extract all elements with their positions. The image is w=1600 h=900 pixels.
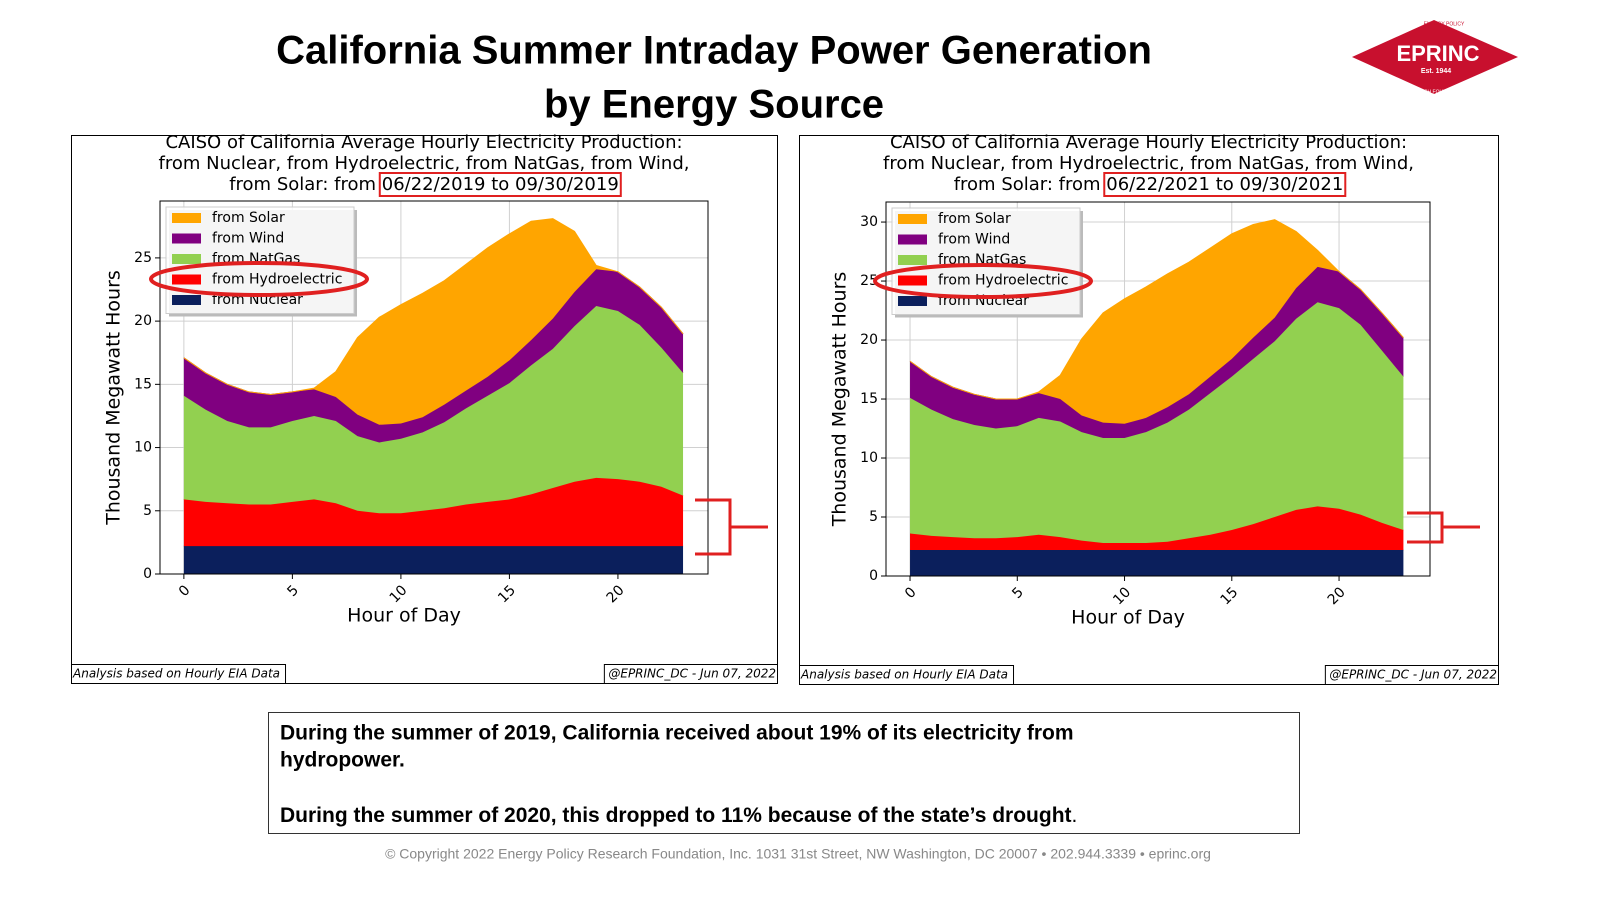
chart-title: from Solar: from xyxy=(229,174,382,195)
x-axis-label: Hour of Day xyxy=(347,605,461,627)
slide-title: by Energy Source xyxy=(544,83,884,127)
legend-label: from Hydroelectric xyxy=(938,273,1068,289)
area-fill xyxy=(910,550,1404,576)
y-tick-label: 0 xyxy=(143,566,152,582)
legend-label: from Wind xyxy=(212,231,284,247)
chart: CAISO of California Average Hourly Elect… xyxy=(799,132,1499,685)
annotations xyxy=(149,261,1480,556)
y-tick-label: 10 xyxy=(134,440,152,456)
y-tick-label: 5 xyxy=(143,503,152,519)
legend-swatch xyxy=(172,254,201,264)
legend-swatch xyxy=(172,213,201,223)
y-tick-label: 25 xyxy=(134,250,152,266)
date-highlight xyxy=(378,172,622,197)
source-box xyxy=(603,664,778,684)
y-tick-label: 25 xyxy=(860,273,878,289)
area-fill xyxy=(183,546,684,574)
source-box xyxy=(799,665,1015,685)
legend-label: from Hydroelectric xyxy=(212,272,342,288)
logo-shape xyxy=(1352,20,1518,94)
source-left: Analysis based on Hourly EIA Data xyxy=(72,667,280,681)
highlight-ellipse xyxy=(149,261,369,297)
legend-label: from Wind xyxy=(938,232,1010,248)
highlight-ellipse xyxy=(873,263,1093,299)
chart-title: from Nuclear, from Hydroelectric, from N… xyxy=(159,153,690,174)
bracket xyxy=(695,498,768,556)
legend-swatch xyxy=(898,296,927,306)
area-fill xyxy=(183,305,684,514)
chart-title: from Solar: from 06/22/2019 to 09/30/201… xyxy=(229,174,619,195)
legend-swatch xyxy=(172,295,201,305)
source-box xyxy=(1324,665,1499,685)
chart-title: CAISO of California Average Hourly Elect… xyxy=(165,132,682,153)
chart-title-dates: 06/22/2019 to 09/30/2019 xyxy=(382,174,619,195)
y-tick-label: 15 xyxy=(860,391,878,407)
plot-frame xyxy=(885,201,1431,577)
legend-label: from Solar xyxy=(938,211,1011,227)
logo-name: EPRINC xyxy=(1396,41,1479,66)
legend-label: from Solar xyxy=(212,210,285,226)
chart-title: from Nuclear, from Hydroelectric, from N… xyxy=(883,153,1414,174)
x-axis-label: Hour of Day xyxy=(1071,607,1185,629)
note-text: During the summer of 2019, California re… xyxy=(280,722,1074,745)
note-box xyxy=(268,712,1300,834)
chart-title: from Solar: from xyxy=(954,174,1107,195)
y-axis-label: Thousand Megawatt Hours xyxy=(103,270,125,526)
charts: CAISO of California Average Hourly Elect… xyxy=(71,132,1499,685)
chart-title: CAISO of California Average Hourly Elect… xyxy=(890,132,1407,153)
y-tick-label: 20 xyxy=(860,332,878,348)
y-tick-label: 20 xyxy=(134,313,152,329)
logo-bottom: RESEARCH FOUNDATION INC. xyxy=(1403,89,1476,95)
chart: CAISO of California Average Hourly Elect… xyxy=(71,132,778,684)
area-edge xyxy=(183,218,684,395)
area-fill xyxy=(910,266,1404,438)
slide-title: California Summer Intraday Power Generat… xyxy=(276,29,1152,73)
source-box xyxy=(71,664,287,684)
area-fill xyxy=(910,506,1404,551)
legend-swatch xyxy=(898,214,927,224)
y-tick-label: 0 xyxy=(869,568,878,584)
area-edge xyxy=(909,219,1404,400)
source-right: @EPRINC_DC - Jun 07, 2022 xyxy=(608,667,776,681)
area-fill xyxy=(910,219,1404,424)
copyright: © Copyright 2022 Energy Policy Research … xyxy=(385,846,1211,862)
date-highlight xyxy=(1103,172,1347,197)
area-fill xyxy=(910,302,1404,543)
y-tick-label: 10 xyxy=(860,450,878,466)
y-tick-label: 5 xyxy=(869,509,878,525)
logo-est: Est. 1944 xyxy=(1421,68,1451,75)
area-fill xyxy=(183,477,684,547)
source-left: Analysis based on Hourly EIA Data xyxy=(800,668,1008,682)
legend-swatch xyxy=(172,233,201,244)
y-tick-label: 15 xyxy=(134,376,152,392)
legend-swatch xyxy=(898,255,927,265)
logo: EPRINC Est. 1944 ENERGY POLICY RESEARCH … xyxy=(1352,20,1518,95)
plot-frame xyxy=(159,200,709,575)
bracket xyxy=(1407,511,1480,544)
area-fill xyxy=(183,218,684,425)
chart-title: from Solar: from 06/22/2021 to 09/30/202… xyxy=(954,174,1344,195)
y-tick-label: 30 xyxy=(860,214,878,230)
y-axis-label: Thousand Megawatt Hours xyxy=(829,272,851,528)
note-text: During the summer of 2020, this dropped … xyxy=(280,804,1077,827)
note-text: . xyxy=(1072,804,1078,827)
logo-top: ENERGY POLICY xyxy=(1424,21,1465,27)
legend-swatch xyxy=(898,275,927,286)
legend-swatch xyxy=(898,234,927,245)
note-text: hydropower. xyxy=(280,749,405,772)
chart-title-dates: 06/22/2021 to 09/30/2021 xyxy=(1106,174,1343,195)
note-text: During the summer of 2020, this dropped … xyxy=(280,804,1072,827)
legend-swatch xyxy=(172,274,201,285)
source-right: @EPRINC_DC - Jun 07, 2022 xyxy=(1329,668,1497,682)
